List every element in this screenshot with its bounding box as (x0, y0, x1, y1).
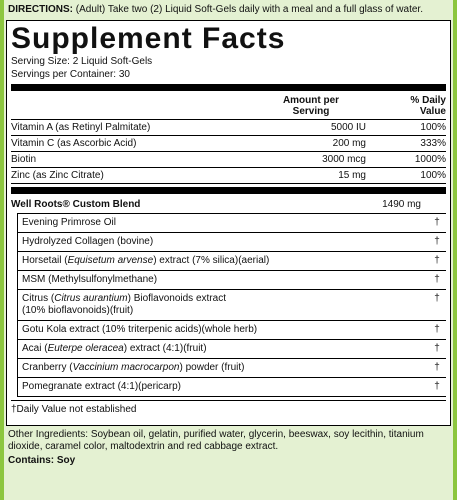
nutrient-row: Biotin 3000 mcg 1000% (11, 152, 446, 168)
nutrient-amount: 3000 mcg (322, 154, 366, 165)
contains: Contains: Soy (8, 455, 76, 466)
ingredient-name: Evening Primrose Oil (18, 214, 428, 232)
ingredient-daily-value: † (434, 217, 440, 228)
ingredient-name-part: Euterpe oleracea (47, 343, 124, 354)
nutrient-daily-value: 100% (420, 170, 446, 181)
nutrient-row: Vitamin A (as Retinyl Palmitate) 5000 IU 1… (11, 120, 446, 136)
blend-header: Well Roots® Custom Blend 1490 mg (11, 196, 446, 213)
ingredient-row: Pomegranate extract (4:1)(pericarp) † (18, 378, 446, 396)
footnote: †Daily Value not established (11, 400, 446, 421)
ingredient-name: Hydrolyzed Collagen (bovine) (18, 233, 428, 251)
ingredient-name: Gotu Kola extract (10% triterpenic acids… (18, 321, 428, 339)
nutrient-amount: 200 mg (332, 138, 366, 149)
directions: DIRECTIONS: (Adult) Take two (2) Liquid … (4, 0, 453, 20)
ingredient-name: Pomegranate extract (4:1)(pericarp) (18, 378, 428, 396)
ingredient-name-part: Citrus ( (22, 293, 55, 304)
other-ingredients: Other Ingredients: Soybean oil, gelatin,… (8, 429, 424, 452)
serving-size: Serving Size: 2 Liquid Soft-Gels (11, 56, 153, 67)
ingredient-name-part: ) extract (4:1)(fruit) (123, 343, 207, 354)
ingredient-daily-value: † (434, 274, 440, 285)
ingredient-row: Citrus (Citrus aurantium) Bioflavonoids … (18, 290, 446, 321)
nutrient-name: Biotin (11, 154, 37, 165)
ingredient-name: Acai (Euterpe oleracea) extract (4:1)(fr… (18, 340, 428, 358)
ingredient-name-part: Gotu Kola extract (10% triterpenic acids… (22, 324, 258, 335)
ingredient-row: Gotu Kola extract (10% triterpenic acids… (18, 321, 446, 340)
ingredient-row: Acai (Euterpe oleracea) extract (4:1)(fr… (18, 340, 446, 359)
ingredient-name-part: Cranberry ( (22, 362, 73, 373)
nutrient-daily-value: 333% (420, 138, 446, 149)
divider (11, 84, 446, 91)
nutrient-name: Zinc (as Zinc Citrate) (11, 170, 104, 181)
ingredient-name: Horsetail (Equisetum arvense) extract (7… (18, 252, 428, 270)
blend-ingredients: Evening Primrose Oil † Hydrolyzed Collagen… (17, 213, 446, 397)
column-label: Amount per Serving (282, 95, 340, 117)
ingredient-name-part: Pomegranate extract (4:1)(pericarp) (22, 381, 181, 392)
column-label: % Daily Value (410, 95, 446, 117)
directions-label: DIRECTIONS: (8, 4, 73, 15)
servings-per-container: Servings per Container: 30 (11, 69, 130, 80)
ingredient-name-part: Acai ( (22, 343, 48, 354)
ingredient-row: Horsetail (Equisetum arvense) extract (7… (18, 252, 446, 271)
ingredient-name: MSM (Methylsulfonylmethane) (18, 271, 428, 289)
ingredient-name-part: Vaccinium macrocarpon (72, 362, 180, 373)
nutrient-name: Vitamin C (as Ascorbic Acid) (11, 138, 137, 149)
ingredient-name-part: Hydrolyzed Collagen (bovine) (22, 236, 154, 247)
nutrient-name: Vitamin A (as Retinyl Palmitate) (11, 122, 151, 133)
nutrient-amount: 5000 IU (330, 122, 366, 133)
ingredient-name-part: MSM (Methylsulfonylmethane) (22, 274, 158, 285)
supplement-facts-panel: Supplement Facts Serving Size: 2 Liquid … (6, 20, 451, 426)
ingredient-row: Evening Primrose Oil † (18, 214, 446, 233)
ingredient-daily-value: † (434, 324, 440, 335)
ingredient-name-part: ) Bioflavonoids extract (10% bioflavonoi… (22, 293, 226, 316)
ingredient-name-part: Horsetail ( (22, 255, 68, 266)
nutrient-rows: Vitamin A (as Retinyl Palmitate) 5000 IU 1… (11, 120, 446, 184)
column-header: Amount per Serving % Daily Value (11, 93, 446, 120)
ingredient-name-part: ) extract (7% silica)(aerial) (153, 255, 270, 266)
ingredient-daily-value: † (434, 343, 440, 354)
ingredient-daily-value: † (434, 293, 440, 304)
nutrient-amount: 15 mg (338, 170, 366, 181)
nutrient-daily-value: 1000% (414, 154, 446, 165)
ingredient-name-part: Equisetum arvense (67, 255, 154, 266)
ingredient-name-part: Evening Primrose Oil (22, 217, 116, 228)
nutrient-row: Vitamin C (as Ascorbic Acid) 200 mg 333% (11, 136, 446, 152)
ingredient-row: Cranberry (Vaccinium macrocarpon) powder… (18, 359, 446, 378)
ingredient-daily-value: † (434, 362, 440, 373)
ingredient-name: Cranberry (Vaccinium macrocarpon) powder… (18, 359, 428, 377)
blend-amount: 1490 mg (382, 199, 421, 210)
ingredient-daily-value: † (434, 236, 440, 247)
ingredient-name-part: Citrus aurantium (54, 293, 128, 304)
title: Supplement Facts (11, 22, 286, 55)
nutrient-daily-value: 100% (420, 122, 446, 133)
ingredient-daily-value: † (434, 255, 440, 266)
ingredient-daily-value: † (434, 381, 440, 392)
ingredient-name: Citrus (Citrus aurantium) Bioflavonoids … (18, 290, 428, 320)
ingredient-name-part: ) powder (fruit) (179, 362, 245, 373)
directions-text: (Adult) Take two (2) Liquid Soft-Gels da… (75, 4, 423, 15)
ingredient-row: Hydrolyzed Collagen (bovine) † (18, 233, 446, 252)
nutrient-row: Zinc (as Zinc Citrate) 15 mg 100% (11, 168, 446, 184)
divider (11, 187, 446, 194)
ingredient-row: MSM (Methylsulfonylmethane) † (18, 271, 446, 290)
blend-name: Well Roots® Custom Blend (11, 199, 141, 210)
